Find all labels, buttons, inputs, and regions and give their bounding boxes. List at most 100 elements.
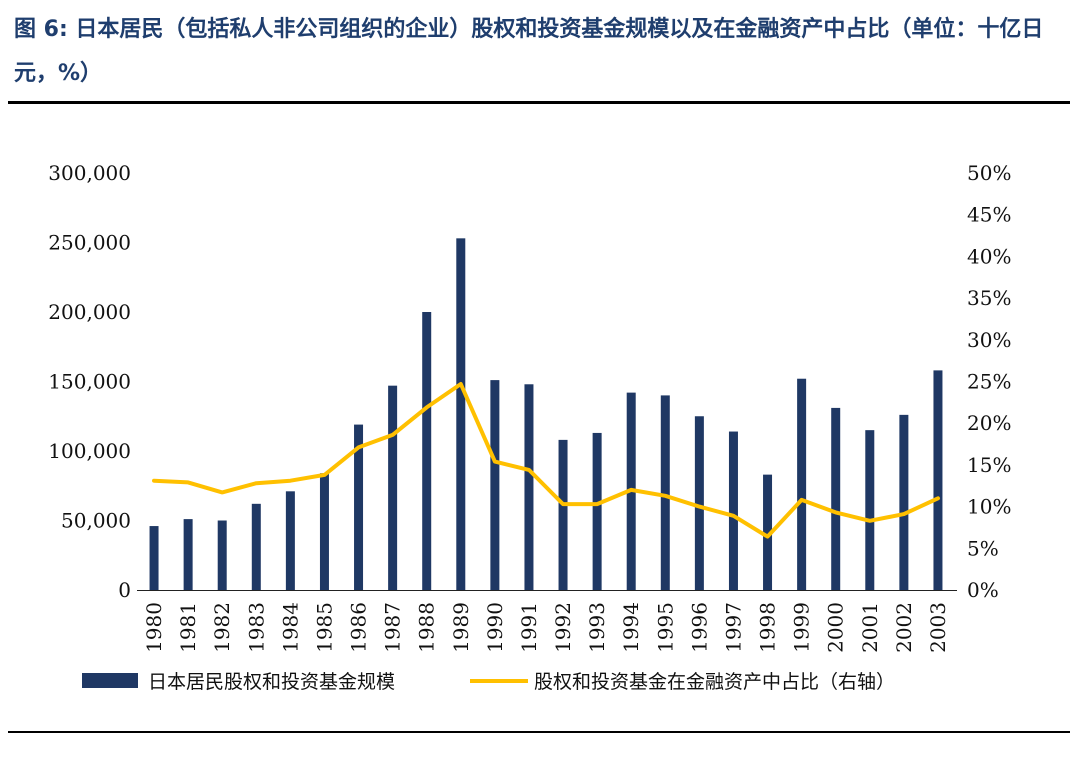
bar-1984 [285, 491, 295, 590]
x-tick-label: 2001 [858, 602, 882, 653]
right-tick-label: 50% [967, 161, 1011, 185]
x-tick-label: 1985 [312, 602, 336, 653]
x-tick-label: 1982 [210, 602, 234, 653]
x-tick-label: 1995 [653, 602, 677, 653]
bar-2002 [899, 414, 909, 590]
legend: 日本居民股权和投资基金规模 股权和投资基金在金融资产中占比（右轴） [82, 671, 895, 693]
right-tick-label: 5% [967, 536, 999, 560]
bar-1989 [456, 238, 466, 590]
line-point-1989 [460, 383, 462, 385]
line-point-1999 [801, 499, 803, 501]
x-tick-label: 1991 [517, 602, 541, 653]
x-tick-label: 1993 [585, 602, 609, 653]
x-tick-label: 1984 [278, 602, 302, 653]
right-tick-label: 35% [967, 286, 1011, 310]
right-tick-label: 40% [967, 244, 1011, 268]
x-tick-label: 1992 [551, 602, 575, 653]
bar-1995 [660, 395, 670, 590]
left-tick-label: 0 [118, 578, 131, 602]
line-point-1997 [732, 515, 734, 517]
x-tick-label: 2003 [926, 602, 950, 653]
x-tick-label: 1998 [756, 602, 780, 653]
line-point-1990 [494, 461, 496, 463]
line-point-2002 [903, 513, 905, 515]
x-tick-label: 1994 [619, 602, 643, 653]
bar-1999 [797, 378, 807, 590]
line-point-1994 [630, 489, 632, 491]
bar-1991 [524, 384, 534, 590]
left-tick-label: 250,000 [48, 231, 131, 255]
bar-2000 [831, 407, 841, 590]
x-tick-label: 1983 [244, 602, 268, 653]
bar-1997 [728, 431, 738, 590]
bar-1992 [558, 439, 568, 590]
x-tick-label: 1996 [687, 602, 711, 653]
line-point-1995 [664, 495, 666, 497]
x-tick-label: 1986 [347, 602, 371, 653]
line-series [152, 382, 940, 539]
line-point-1987 [392, 434, 394, 436]
line-point-1992 [562, 503, 564, 505]
bar-1981 [183, 519, 193, 590]
left-tick-label: 100,000 [48, 439, 131, 463]
x-tick-label: 1997 [721, 602, 745, 653]
right-tick-label: 45% [967, 203, 1011, 227]
x-tick-label: 1987 [381, 602, 405, 653]
x-tick-label: 1981 [176, 602, 200, 653]
x-tick-label: 1999 [790, 602, 814, 653]
legend-bar-label: 日本居民股权和投资基金规模 [148, 671, 395, 693]
right-tick-label: 15% [967, 453, 1011, 477]
bar-1983 [251, 503, 261, 590]
bar-1987 [388, 385, 398, 590]
left-tick-label: 150,000 [48, 370, 131, 394]
right-tick-label: 30% [967, 328, 1011, 352]
x-tick-label: 1988 [415, 602, 439, 653]
x-axis: 1980 1981 1982 1983 1984 1985 1986 1987 1988 1989… [142, 602, 950, 653]
right-axis: 0% 5% 10% 15% 20% 25% 30% 35% 40% 45% 50% [967, 161, 1011, 602]
line-point-1991 [528, 469, 530, 471]
right-tick-label: 20% [967, 411, 1011, 435]
share-line [152, 382, 940, 539]
bar-1982 [217, 520, 227, 590]
right-tick-label: 0% [967, 578, 999, 602]
bar-1988 [422, 312, 432, 590]
line-point-1983 [255, 482, 257, 484]
line-point-1986 [358, 446, 360, 448]
left-axis: 0 50,000 100,000 150,000 200,000 250,000 300,0… [48, 161, 131, 602]
bar-1986 [354, 424, 364, 590]
bar-series [149, 238, 943, 590]
line-point-1980 [153, 480, 155, 482]
figure-title: 图 6: 日本居民（包括私人非公司组织的企业）股权和投资基金规模以及在金融资产中… [14, 17, 1044, 86]
x-tick-label: 2000 [824, 602, 848, 653]
right-tick-label: 25% [967, 370, 1011, 394]
title-divider [8, 101, 1070, 104]
bar-1996 [694, 416, 704, 590]
line-point-1998 [767, 536, 769, 538]
legend-line-label: 股权和投资基金在金融资产中占比（右轴） [534, 671, 895, 693]
line-point-1996 [698, 506, 700, 508]
bar-2001 [865, 430, 875, 590]
bar-1990 [490, 380, 500, 590]
line-point-1981 [187, 481, 189, 483]
bottom-divider [8, 731, 1070, 733]
line-point-2000 [835, 511, 837, 513]
x-tick-label: 1980 [142, 602, 166, 653]
bar-1993 [592, 432, 602, 590]
left-tick-label: 200,000 [48, 300, 131, 324]
line-point-2003 [937, 497, 939, 499]
line-point-1984 [289, 480, 291, 482]
bar-1985 [319, 473, 329, 590]
line-point-1993 [596, 503, 598, 505]
x-tick-label: 2002 [892, 602, 916, 653]
bar-1980 [149, 526, 159, 590]
left-tick-label: 50,000 [61, 509, 131, 533]
left-tick-label: 300,000 [48, 161, 131, 185]
line-point-1982 [221, 491, 223, 493]
line-point-2001 [869, 520, 871, 522]
bar-1998 [763, 474, 773, 590]
right-tick-label: 10% [967, 495, 1011, 519]
line-point-1988 [426, 406, 428, 408]
legend-bar-swatch [82, 673, 138, 688]
bar-2003 [933, 370, 943, 590]
